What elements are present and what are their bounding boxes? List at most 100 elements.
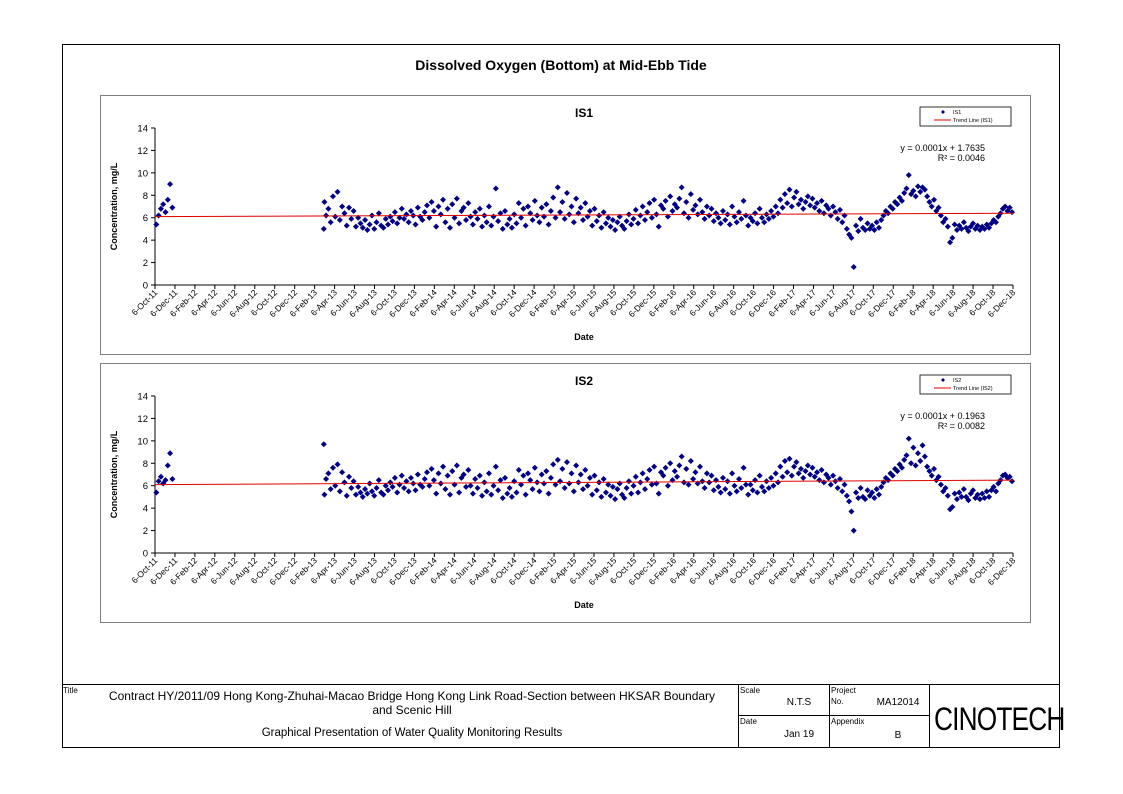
- data-point: [433, 490, 440, 497]
- data-point: [781, 458, 788, 465]
- data-point: [733, 219, 740, 226]
- data-point: [818, 197, 825, 204]
- data-point: [664, 482, 671, 489]
- title-block: Title Contract HY/2011/09 Hong Kong-Zhuh…: [62, 684, 1060, 748]
- data-point: [421, 475, 428, 482]
- legend-entry-series: IS2: [953, 378, 961, 384]
- y-tick-label: 0: [143, 549, 148, 560]
- data-point: [625, 478, 632, 485]
- data-point: [811, 204, 818, 211]
- data-point: [362, 216, 369, 223]
- data-point: [871, 495, 878, 502]
- data-point: [761, 488, 768, 495]
- data-point: [972, 495, 979, 502]
- data-point: [632, 206, 639, 213]
- data-point: [765, 484, 772, 491]
- data-point: [582, 467, 589, 474]
- chart-title: IS1: [575, 106, 593, 120]
- data-point: [472, 209, 479, 216]
- data-point: [825, 205, 832, 212]
- data-point: [366, 221, 373, 228]
- data-point: [827, 481, 834, 488]
- data-point: [396, 214, 403, 221]
- data-point: [770, 213, 777, 220]
- data-point: [492, 185, 499, 192]
- data-point: [506, 484, 513, 491]
- data-point: [428, 199, 435, 206]
- data-point: [910, 444, 917, 451]
- data-point: [520, 472, 527, 479]
- data-point: [524, 470, 531, 477]
- data-point: [811, 473, 818, 480]
- data-point: [162, 209, 169, 216]
- data-point: [167, 181, 174, 188]
- data-point: [738, 484, 745, 491]
- data-point: [391, 474, 398, 481]
- data-point: [708, 205, 715, 212]
- data-point: [671, 468, 678, 475]
- data-point: [784, 200, 791, 207]
- data-point: [949, 234, 956, 241]
- data-point: [878, 216, 885, 223]
- data-point: [497, 210, 504, 217]
- data-point: [958, 493, 965, 500]
- data-point: [412, 487, 419, 494]
- data-point: [160, 201, 167, 208]
- y-tick-label: 10: [137, 168, 148, 179]
- data-point: [623, 218, 630, 225]
- data-point: [373, 219, 380, 226]
- data-point: [387, 479, 394, 486]
- data-point: [703, 470, 710, 477]
- data-point: [483, 488, 490, 495]
- data-point: [485, 203, 492, 210]
- data-point: [451, 214, 458, 221]
- data-point: [474, 215, 481, 222]
- data-point: [839, 488, 846, 495]
- data-point: [921, 453, 928, 460]
- data-point: [332, 482, 339, 489]
- data-point: [630, 482, 637, 489]
- data-point: [497, 477, 504, 484]
- data-point: [329, 464, 336, 471]
- data-point: [169, 475, 176, 482]
- data-point: [809, 195, 816, 202]
- data-point: [914, 183, 921, 190]
- data-point: [531, 197, 538, 204]
- data-point: [1006, 473, 1013, 480]
- data-point: [710, 218, 717, 225]
- data-point: [662, 197, 669, 204]
- data-point: [754, 489, 761, 496]
- data-point: [545, 490, 552, 497]
- data-point: [866, 492, 873, 499]
- data-point: [974, 222, 981, 229]
- data-point: [919, 442, 926, 449]
- data-point: [506, 215, 513, 222]
- data-point: [949, 504, 956, 511]
- data-point: [479, 492, 486, 499]
- y-tick-label: 4: [143, 236, 148, 247]
- data-point: [857, 484, 864, 491]
- trend-equation: y = 0.0001x + 1.7635: [900, 143, 985, 153]
- data-point: [924, 463, 931, 470]
- appendix-label: Appendix: [831, 717, 865, 726]
- data-point: [472, 475, 479, 482]
- data-point: [559, 465, 566, 472]
- data-point: [788, 472, 795, 479]
- y-axis-label: Concentration, mg/L: [109, 162, 119, 250]
- data-point: [375, 477, 382, 484]
- data-point: [389, 483, 396, 490]
- data-point: [917, 458, 924, 465]
- data-point: [864, 487, 871, 494]
- data-point: [563, 190, 570, 197]
- data-point: [903, 452, 910, 459]
- data-point: [449, 201, 456, 208]
- data-point: [816, 477, 823, 484]
- data-point: [839, 219, 846, 226]
- data-point: [153, 489, 160, 496]
- data-point: [855, 228, 862, 235]
- data-point: [561, 484, 568, 491]
- data-point: [380, 491, 387, 498]
- data-point: [495, 218, 502, 225]
- data-point: [334, 188, 341, 195]
- data-point: [635, 220, 642, 227]
